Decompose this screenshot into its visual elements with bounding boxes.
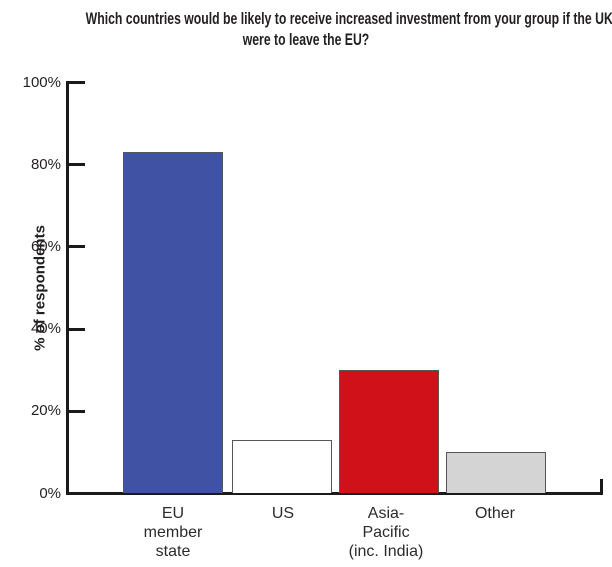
y-axis-tick-label-80: 80% <box>30 155 61 173</box>
chart-title-line-2: were to leave the EU? <box>242 30 370 49</box>
y-axis-tick-label-20: 20% <box>30 402 61 420</box>
x-axis-label-line: (inc. India) <box>348 543 424 560</box>
y-axis-tick-60 <box>69 245 85 249</box>
x-axis-label-eu-member-state: EU member state <box>98 504 248 561</box>
chart-title-line-1: Which countries would be likely to recei… <box>85 9 612 28</box>
y-axis-tick-80 <box>69 163 85 167</box>
chart-title: Which countries would be likely to recei… <box>0 8 612 50</box>
y-axis-tick-40 <box>69 327 85 331</box>
x-axis-label-line: state <box>155 543 191 560</box>
bar-asia-pacific-inc-india <box>339 370 439 494</box>
x-axis-line <box>66 492 603 495</box>
y-axis-tick-label-0: 0% <box>39 484 61 502</box>
y-axis-tick-20 <box>69 409 85 413</box>
x-axis-label-line: US <box>271 505 295 522</box>
y-axis-tick-label-60: 60% <box>30 237 61 255</box>
y-axis-tick-label-40: 40% <box>30 320 61 338</box>
y-axis-line <box>66 81 69 495</box>
x-axis-label-line: Pacific <box>362 524 410 541</box>
bar-us <box>232 440 332 494</box>
x-axis-label-line: Asia- <box>367 505 405 522</box>
x-axis-label-line: Other <box>474 505 515 522</box>
bar-other <box>446 452 546 494</box>
x-axis-label-line: EU <box>161 505 185 522</box>
x-axis-label-us: US <box>208 504 358 523</box>
bar-eu-member-state <box>123 152 223 494</box>
x-axis-end-tick <box>600 479 603 495</box>
y-axis-tick-label-100: 100% <box>22 73 61 91</box>
x-axis-label-asia-pacific-inc-india: Asia- Pacific (inc. India) <box>311 504 461 561</box>
y-axis-tick-100 <box>69 81 85 84</box>
x-axis-label-line: member <box>143 524 203 541</box>
x-axis-label-other: Other <box>420 504 570 523</box>
